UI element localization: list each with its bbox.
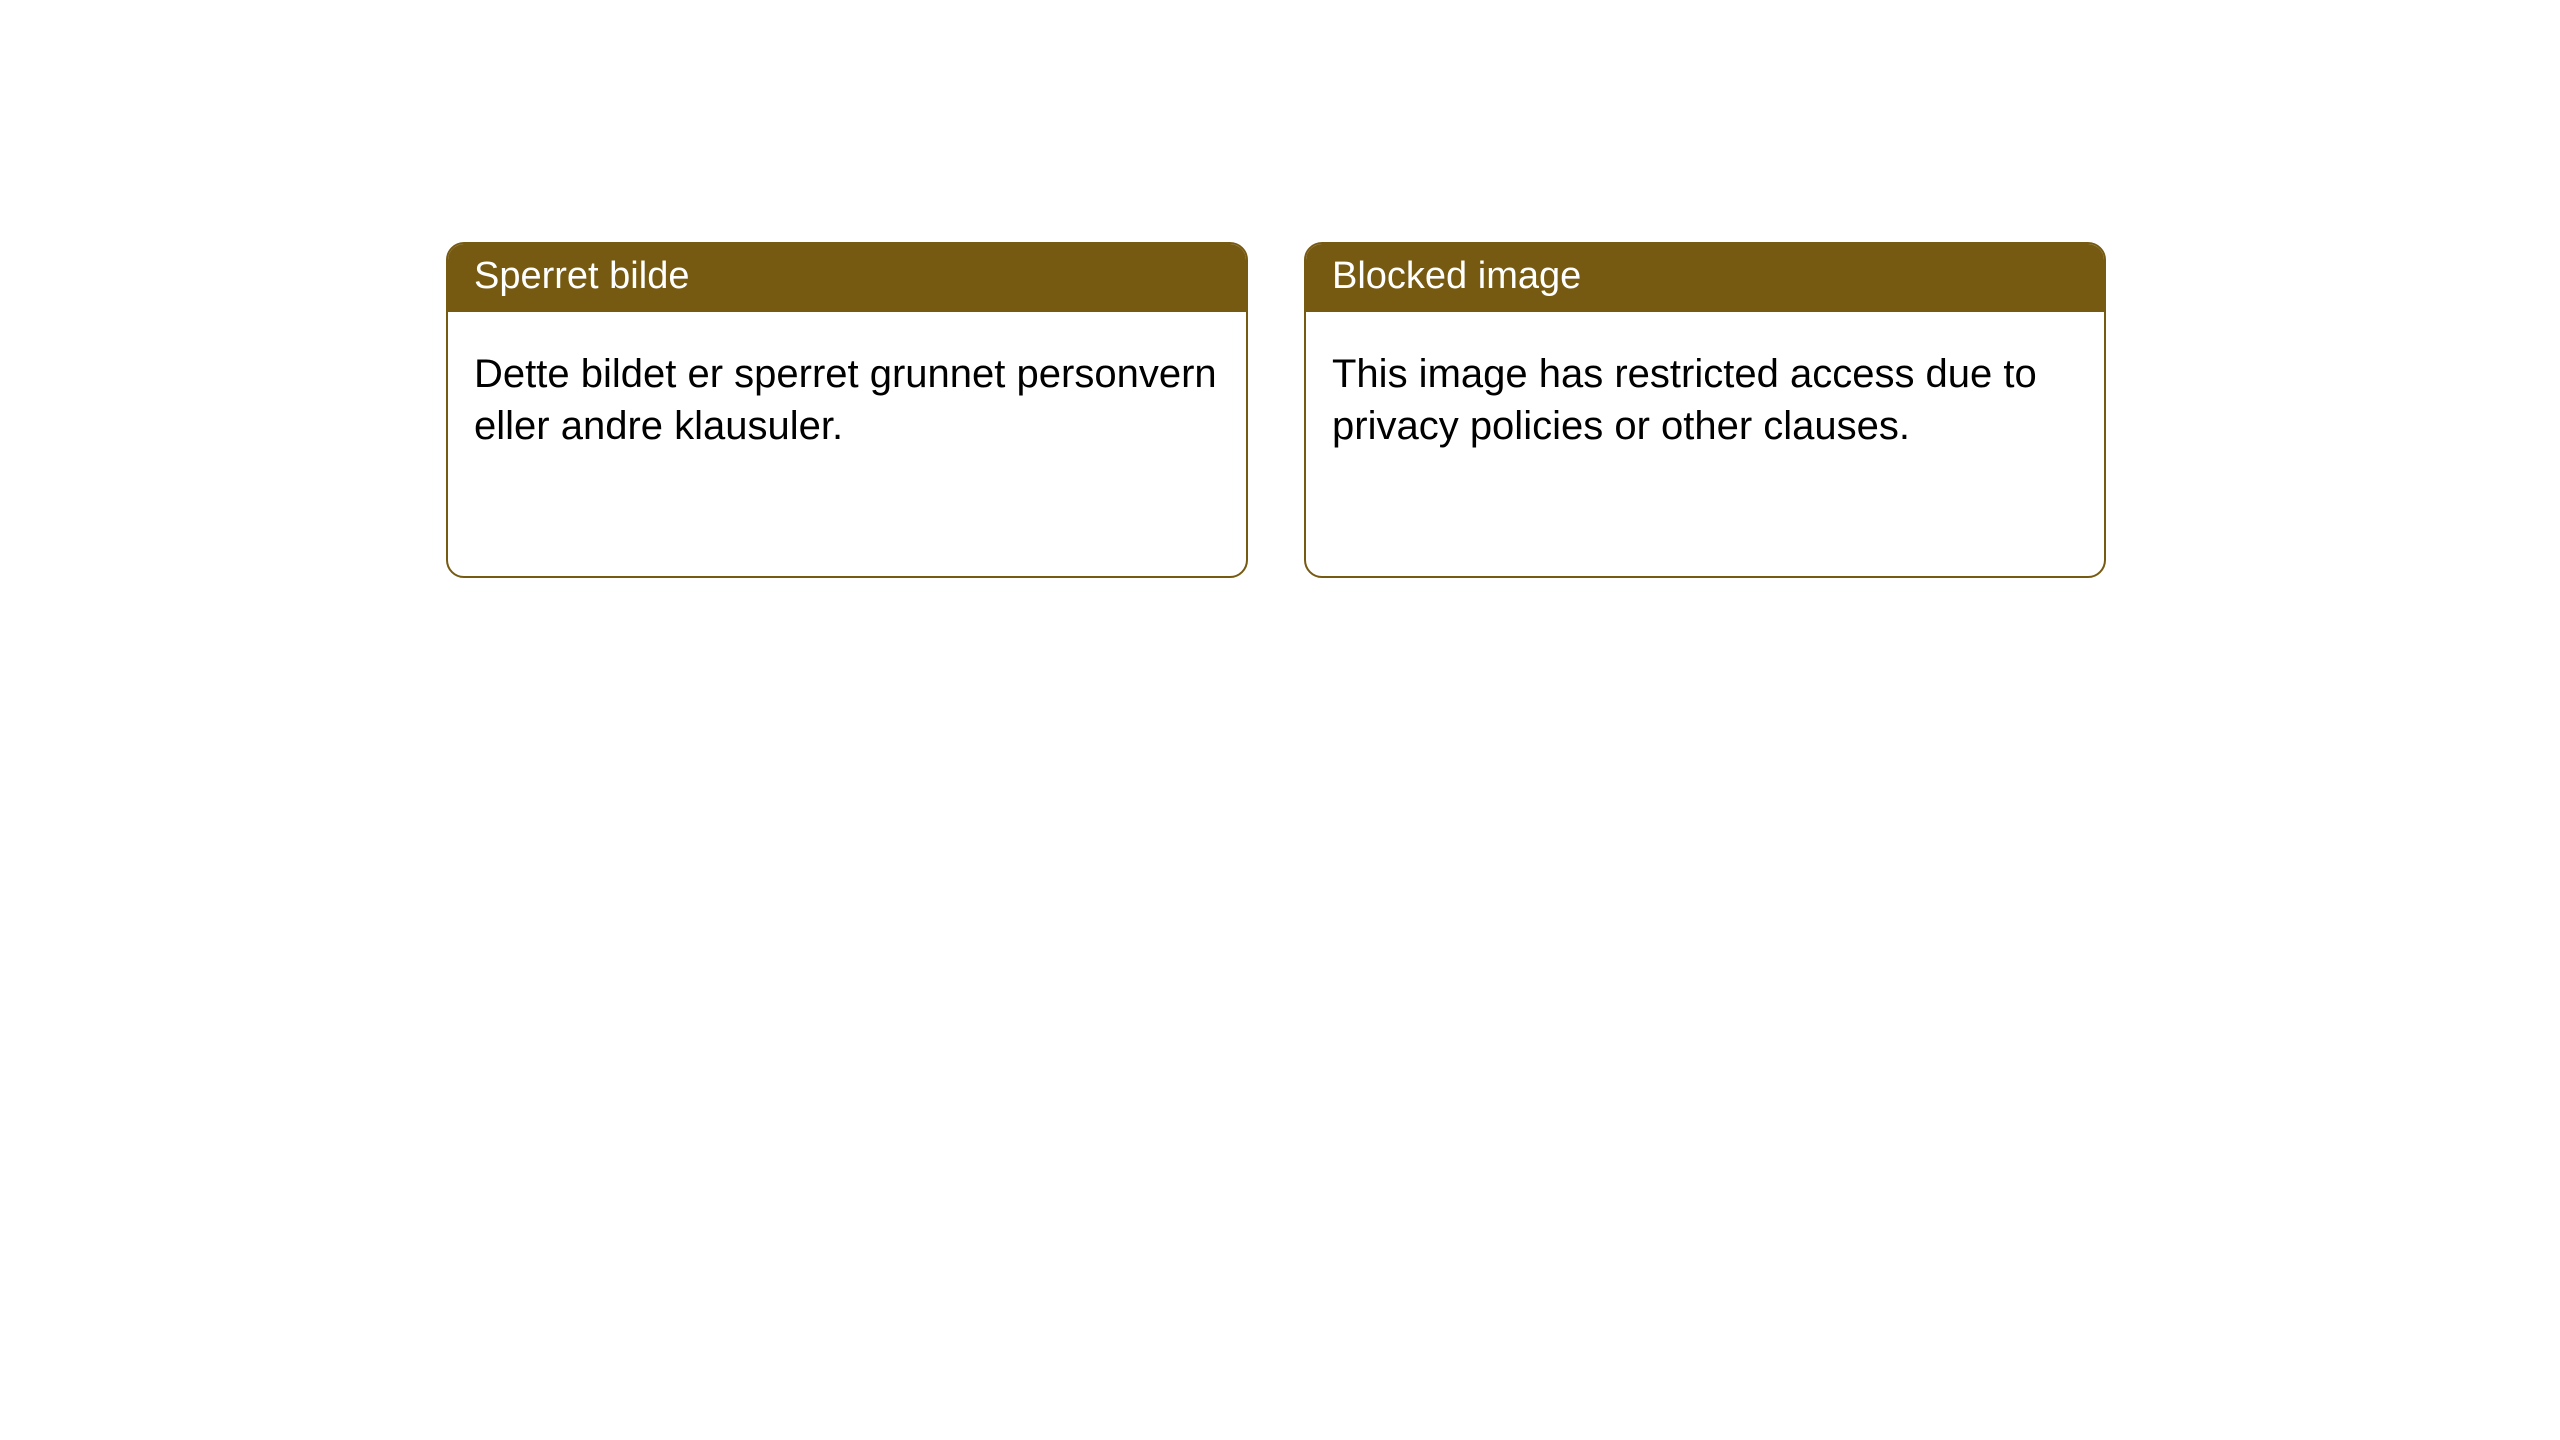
card-body-text: Dette bildet er sperret grunnet personve…	[474, 352, 1217, 449]
card-title: Sperret bilde	[474, 255, 689, 297]
card-title: Blocked image	[1332, 255, 1581, 297]
notice-container: Sperret bilde Dette bildet er sperret gr…	[0, 0, 2560, 578]
card-body: Dette bildet er sperret grunnet personve…	[448, 312, 1246, 480]
card-header: Blocked image	[1306, 244, 2104, 312]
card-body: This image has restricted access due to …	[1306, 312, 2104, 480]
blocked-image-card-no: Sperret bilde Dette bildet er sperret gr…	[446, 242, 1248, 578]
card-header: Sperret bilde	[448, 244, 1246, 312]
blocked-image-card-en: Blocked image This image has restricted …	[1304, 242, 2106, 578]
card-body-text: This image has restricted access due to …	[1332, 352, 2037, 449]
